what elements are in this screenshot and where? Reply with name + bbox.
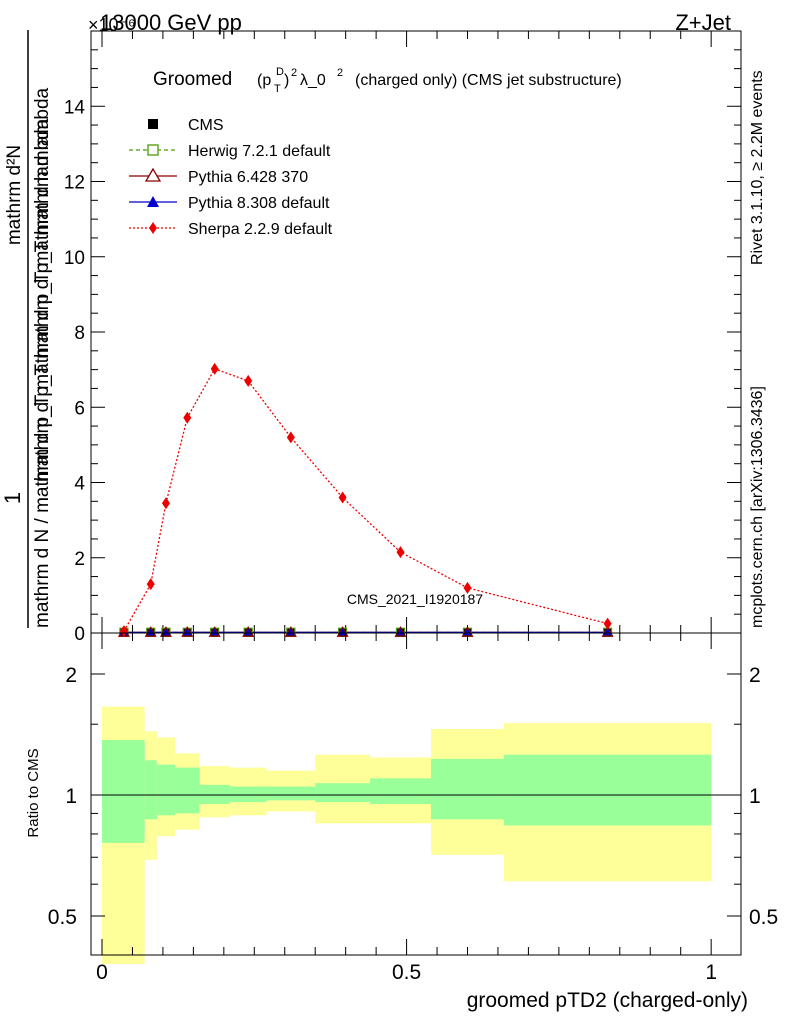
y-tick-label: 2 (74, 549, 85, 570)
ratio-panel: 0.5 0.5 1 1 2 2 0 0.5 1 Ratio to CMS groomed pTD… (25, 632, 778, 1012)
pythia6-point (242, 626, 255, 637)
stat-uncertainty-band (370, 778, 431, 804)
legend-label: Pythia 8.308 default (188, 195, 330, 212)
stat-uncertainty-band (504, 754, 712, 826)
ratio-x-tick-label: 1 (705, 961, 717, 984)
stat-uncertainty-band (266, 786, 316, 801)
title-lambda-exp: 2 (337, 67, 343, 79)
title-ptd-sub: T (274, 83, 281, 95)
sherpa-point (146, 578, 155, 591)
main-series (117, 362, 614, 638)
ratio-y-tick-label: 0.5 (48, 906, 77, 929)
sherpa-point (463, 581, 472, 594)
ylabel-numerator: mathrm d²N (4, 145, 25, 245)
legend-marker (149, 222, 157, 234)
stat-uncertainty-band (199, 784, 230, 804)
ratio-x-tick-label: 0.5 (392, 961, 421, 984)
pythia6-point (208, 626, 221, 637)
ratio-y-tick-label-right: 2 (749, 664, 761, 687)
y-tick-label: 0 (74, 624, 85, 645)
stat-uncertainty-band (175, 767, 200, 814)
sherpa-point (338, 491, 347, 504)
ratio-ticks: 0.5 0.5 1 1 2 2 0 0.5 1 (48, 633, 778, 984)
ylabel-left-numerator: 1 (0, 492, 25, 504)
title-lambda: λ_0 (300, 72, 326, 89)
legend-entry: CMS (148, 117, 224, 134)
legend-label: Pythia 6.428 370 (188, 169, 308, 186)
legend-marker (148, 119, 158, 129)
stat-uncertainty-band (102, 740, 145, 843)
ratio-frame (90, 632, 742, 956)
sherpa-point (161, 497, 170, 510)
sherpa-point (396, 546, 405, 559)
pythia6-point (144, 626, 157, 637)
title-ptd-sup: D (276, 66, 284, 78)
exponent-label: ×10⁻⁶ (88, 15, 135, 35)
main-panel: 0 2 4 6 8 10 12 14 CMS_2021_I1920187 (64, 30, 742, 645)
pythia6-point (336, 626, 349, 637)
legend-marker (147, 144, 159, 156)
title-ptd-close: ) (284, 72, 289, 89)
pythia6-point (601, 626, 614, 637)
plot-title: Groomed (p D T ) 2 λ_0 2 (charged only) … (153, 66, 622, 95)
sherpa-point (183, 411, 192, 424)
mcplots-label: mcplots.cern.ch [arXiv:1306.3436] (749, 386, 766, 628)
legend-entry: Sherpa 2.2.9 default (129, 221, 333, 238)
y-tick-label: 14 (64, 97, 86, 118)
y-tick-label: 6 (74, 398, 85, 419)
sherpa-point (286, 431, 295, 444)
legend-entry: Herwig 7.2.1 default (129, 143, 331, 160)
y-tick-label: 8 (74, 323, 85, 344)
ratio-y-tick-label-right: 0.5 (749, 906, 778, 929)
ylabel-denominator: mathrm d p_T mathrm d p_T mathrm d lambd… (32, 87, 53, 482)
legend-marker (144, 167, 162, 182)
title-ptd-open: (p (257, 72, 271, 89)
ratio-bands (102, 706, 712, 964)
ratio-y-tick-label: 1 (65, 785, 77, 808)
legend-marker (147, 196, 159, 207)
legend-entry: Pythia 8.308 default (129, 195, 330, 212)
ratio-xlabel: groomed pTD2 (charged-only) (467, 989, 748, 1012)
pythia6-point (159, 626, 172, 637)
ratio-x-tick-label: 0 (96, 961, 108, 984)
legend-entry: Pythia 6.428 370 (129, 167, 308, 186)
pythia6-point (284, 626, 297, 637)
rivet-label: Rivet 3.1.10, ≥ 2.2M events (749, 70, 766, 265)
legend-label: Sherpa 2.2.9 default (188, 221, 333, 238)
title-ptd-exp: 2 (291, 67, 297, 79)
legend: CMS Herwig 7.2.1 default Pythia 6.428 370 P… (129, 117, 333, 238)
main-ylabel: 1 mathrm d N / mathrm d p_T mathrm d p_T… (0, 30, 53, 628)
title-tail: (charged only) (CMS jet substructure) (355, 72, 622, 89)
analysis-tag: CMS_2021_I1920187 (347, 591, 483, 607)
stat-uncertainty-band (430, 758, 505, 820)
title-prefix: Groomed (153, 69, 232, 90)
pythia6-point (394, 626, 407, 637)
stat-uncertainty-band (156, 764, 176, 816)
sherpa-point (244, 374, 253, 387)
ratio-ylabel: Ratio to CMS (25, 748, 42, 837)
y-tick-label: 4 (74, 474, 85, 495)
sherpa-point (119, 625, 128, 638)
sherpa-point (603, 617, 612, 630)
legend-label: Herwig 7.2.1 default (188, 143, 331, 160)
sherpa-point (210, 362, 219, 375)
ratio-y-tick-label: 2 (65, 664, 77, 687)
ylabel-left-denominator: mathrm d N / mathrm d p_T mathrm d p_T m… (32, 118, 53, 628)
y-tick-label: 12 (64, 173, 85, 194)
stat-uncertainty-band (144, 760, 157, 820)
stat-uncertainty-band (315, 783, 371, 803)
y-tick-label: 10 (64, 248, 85, 269)
main-ticks: 0 2 4 6 8 10 12 14 (64, 31, 741, 645)
ratio-y-tick-label-right: 1 (749, 785, 761, 808)
stat-uncertainty-band (229, 786, 267, 803)
pythia6-point (181, 626, 194, 637)
legend-label: CMS (188, 117, 224, 134)
